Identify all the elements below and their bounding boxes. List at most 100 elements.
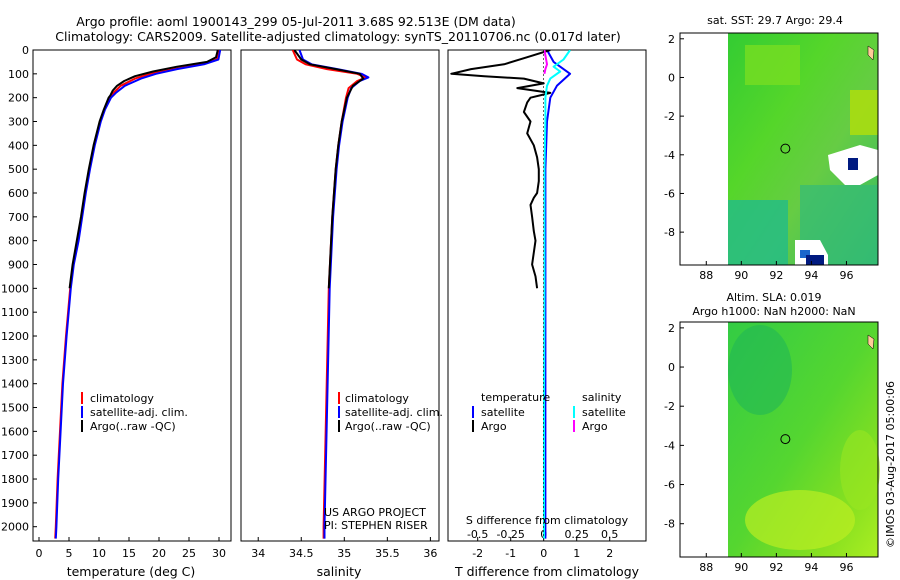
temperature-tick-label: 30 bbox=[212, 547, 226, 560]
salinity-x-axis: 34 34.5 35 35.5 36 bbox=[251, 537, 437, 560]
diff-legend-s-argo: Argo bbox=[582, 420, 608, 433]
salinity-tick-label: 35 bbox=[337, 547, 351, 560]
s-diff-tick-label: -0.25 bbox=[496, 528, 524, 541]
legend-title-salinity: salinity bbox=[582, 391, 622, 404]
lat-tick-label: -6 bbox=[664, 479, 675, 492]
depth-tick-label: 100 bbox=[8, 68, 29, 81]
sst-cold-cell-1 bbox=[848, 158, 858, 170]
lon-tick-label: 92 bbox=[769, 269, 783, 282]
temperature-x-axis: 0 5 10 15 20 25 30 bbox=[36, 537, 226, 560]
salinity-tick-label: 35.5 bbox=[375, 547, 400, 560]
sla-argo-position bbox=[780, 434, 791, 445]
salinity-axes bbox=[240, 49, 440, 542]
temperature-tick-label: 0 bbox=[36, 547, 43, 560]
depth-tick-label: 1600 bbox=[1, 425, 29, 438]
temperature-tick-label: 25 bbox=[182, 547, 196, 560]
depth-tick-label: 1500 bbox=[1, 402, 29, 415]
sla-map-axes bbox=[679, 321, 879, 558]
line-temperature-argo bbox=[450, 50, 552, 289]
lat-tick-label: -8 bbox=[664, 226, 675, 239]
sal-legend-argo: Argo(..raw -QC) bbox=[345, 420, 431, 433]
temperature-tick-label: 5 bbox=[66, 547, 73, 560]
sst-argo-position bbox=[780, 143, 791, 154]
temperature-tick-label: 20 bbox=[152, 547, 166, 560]
sla-map-nodata bbox=[680, 322, 728, 557]
sla-low-anomaly bbox=[728, 325, 792, 415]
sla-high-anomaly bbox=[745, 490, 855, 550]
sst-cold-cell-2 bbox=[800, 250, 810, 258]
depth-tick-label: 1000 bbox=[1, 282, 29, 295]
sst-map-panel: sat. SST: 29.7 Argo: 29.4 88 90 92 94 96 2 0 -2… bbox=[664, 14, 879, 282]
lon-tick-label: 96 bbox=[839, 269, 853, 282]
difference-x-axis: -2 -1 0 1 2-0.5 -0.25 0 0.25 0.5 bbox=[467, 528, 618, 560]
depth-tick-label: 1800 bbox=[1, 473, 29, 486]
difference-legend: temperature salinity satellite Argo sate… bbox=[472, 391, 626, 433]
header-line2: Climatology: CARS2009. Satellite-adjuste… bbox=[55, 29, 620, 44]
salinity-panel: 34 34.5 35 35.5 36 climatology satellite-adj… bbox=[240, 49, 443, 579]
diff-legend-t-satellite: satellite bbox=[481, 406, 525, 419]
lon-tick-label: 88 bbox=[699, 561, 713, 574]
depth-tick-label: 1700 bbox=[1, 449, 29, 462]
sst-cool-patch bbox=[728, 200, 788, 265]
sla-map-title2: Argo h1000: NaN h2000: NaN bbox=[692, 305, 855, 318]
line-satellite-adj-clim- bbox=[298, 50, 370, 539]
temperature-xlabel: temperature (deg C) bbox=[67, 564, 196, 579]
lon-tick-label: 92 bbox=[769, 561, 783, 574]
pi-annotation: PI: STEPHEN RISER bbox=[324, 519, 428, 532]
lon-tick-label: 94 bbox=[804, 269, 818, 282]
depth-tick-label: 800 bbox=[8, 235, 29, 248]
lon-tick-label: 90 bbox=[734, 269, 748, 282]
depth-tick-label: 700 bbox=[8, 211, 29, 224]
depth-tick-label: 1100 bbox=[1, 306, 29, 319]
temperature-panel: 0100200300400500600700800900100011001200… bbox=[1, 44, 232, 579]
salinity-tick-label: 34.5 bbox=[289, 547, 314, 560]
lat-tick-label: -6 bbox=[664, 187, 675, 200]
diff-legend-s-satellite: satellite bbox=[582, 406, 626, 419]
s-difference-xlabel: S difference from climatology bbox=[466, 514, 629, 527]
depth-tick-label: 1400 bbox=[1, 378, 29, 391]
line-argo-raw-qc- bbox=[68, 50, 219, 289]
line-argo-raw-qc- bbox=[293, 50, 365, 289]
lat-tick-label: -2 bbox=[664, 400, 675, 413]
lat-tick-label: -4 bbox=[664, 149, 675, 162]
depth-tick-label: 0 bbox=[22, 44, 29, 57]
t-difference-xlabel: T difference from climatology bbox=[454, 564, 640, 579]
depth-tick-label: 200 bbox=[8, 92, 29, 105]
depth-tick-label: 500 bbox=[8, 163, 29, 176]
sal-legend-climatology: climatology bbox=[345, 392, 409, 405]
legend-argo: Argo(..raw -QC) bbox=[90, 420, 176, 433]
lon-tick-label: 90 bbox=[734, 561, 748, 574]
s-diff-tick-label: 0.5 bbox=[601, 528, 619, 541]
sst-map-title: sat. SST: 29.7 Argo: 29.4 bbox=[707, 14, 843, 27]
sal-legend-satellite: satellite-adj. clim. bbox=[345, 406, 443, 419]
temperature-tick-label: 15 bbox=[122, 547, 136, 560]
header-line1: Argo profile: aoml 1900143_299 05-Jul-20… bbox=[76, 14, 516, 29]
sst-land bbox=[867, 45, 875, 61]
lat-tick-label: -8 bbox=[664, 518, 675, 531]
lon-tick-label: 96 bbox=[839, 561, 853, 574]
depth-tick-label: 300 bbox=[8, 116, 29, 129]
project-annotation: US ARGO PROJECT bbox=[324, 506, 426, 519]
depth-tick-label: 600 bbox=[8, 187, 29, 200]
depth-tick-label: 400 bbox=[8, 139, 29, 152]
s-diff-tick-label: -0.5 bbox=[467, 528, 488, 541]
line-climatology bbox=[54, 50, 220, 539]
lat-tick-label: -2 bbox=[664, 110, 675, 123]
depth-tick-label: 900 bbox=[8, 259, 29, 272]
diff-legend-t-argo: Argo bbox=[481, 420, 507, 433]
depth-axis: 0 100 200 300 400 500 600 700 800 900 1000 1100 1200… bbox=[1, 44, 37, 534]
line-salinity-satellite bbox=[543, 50, 571, 539]
line-satellite-adj-clim- bbox=[54, 50, 222, 539]
sst-cold-cell-3 bbox=[806, 255, 824, 265]
sst-warm-patch-east bbox=[850, 90, 878, 135]
lat-tick-label: 2 bbox=[668, 33, 675, 46]
t-diff-tick-label: -2 bbox=[472, 547, 483, 560]
legend-satellite: satellite-adj. clim. bbox=[90, 406, 188, 419]
lat-tick-label: -4 bbox=[664, 439, 675, 452]
sst-warm-patch bbox=[745, 45, 800, 85]
sst-map-axes bbox=[679, 32, 879, 266]
sla-map-panel: Altim. SLA: 0.019 Argo h1000: NaN h2000:… bbox=[664, 291, 880, 574]
lat-tick-label: 0 bbox=[668, 361, 675, 374]
depth-tick-label: 2000 bbox=[1, 521, 29, 534]
